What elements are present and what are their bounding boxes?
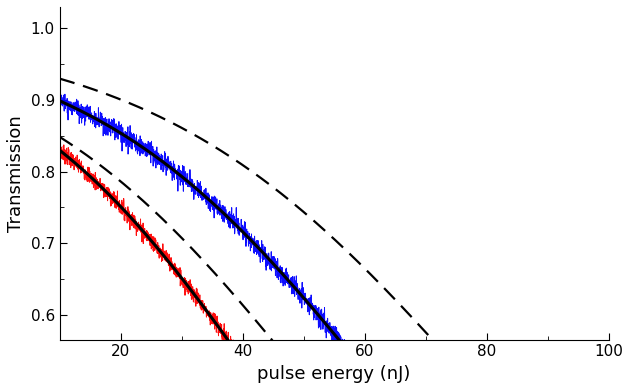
X-axis label: pulse energy (nJ): pulse energy (nJ)	[258, 365, 411, 383]
Y-axis label: Transmission: Transmission	[7, 115, 25, 232]
